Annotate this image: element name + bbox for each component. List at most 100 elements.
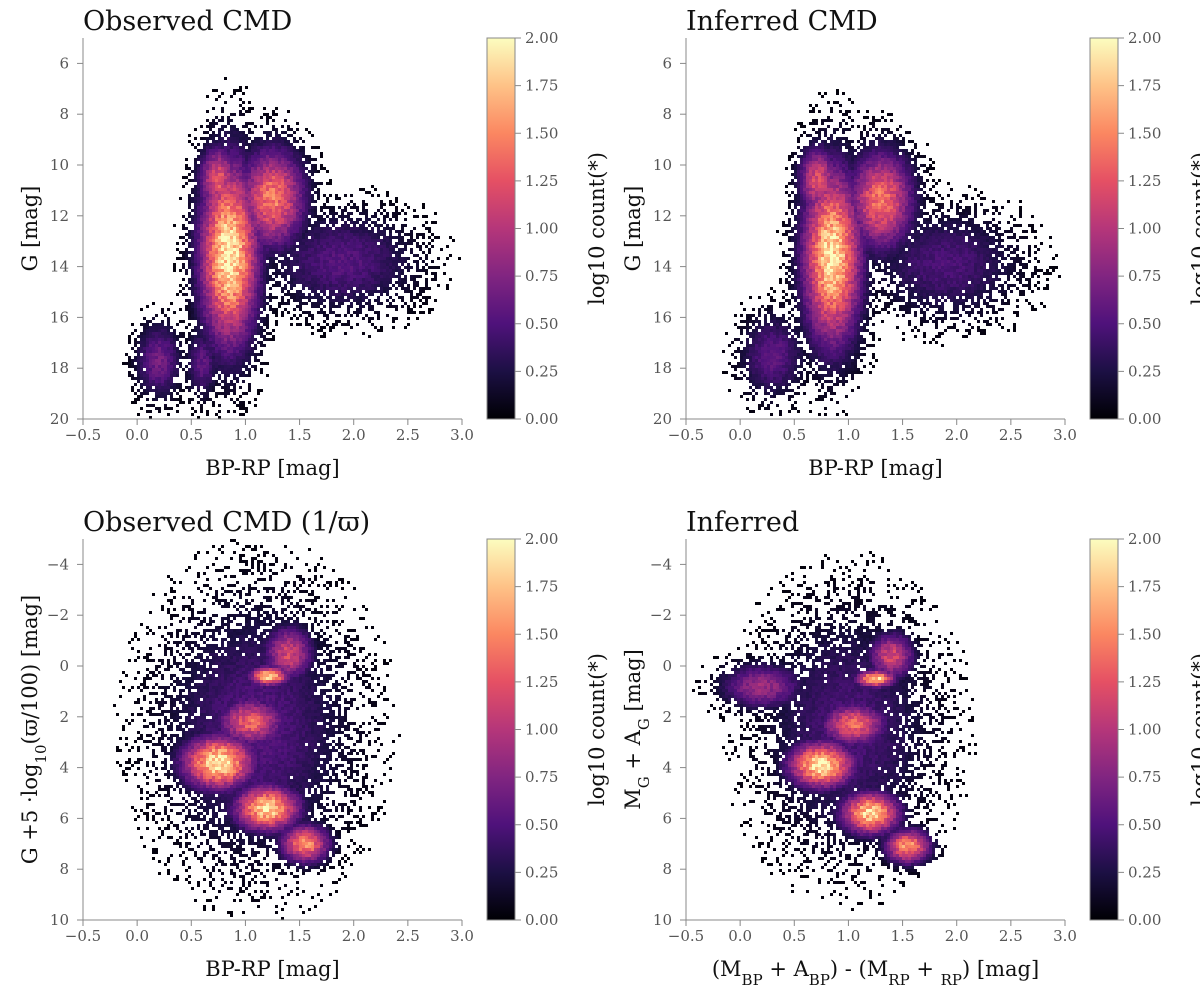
- colorbar-tick-label: 1.00: [525, 220, 558, 238]
- density-cell: [200, 137, 203, 140]
- density-cell: [179, 389, 182, 392]
- density-cell: [311, 212, 314, 215]
- density-cell: [215, 215, 218, 218]
- density-cell: [215, 251, 218, 254]
- density-cell: [290, 164, 293, 167]
- density-cell: [242, 362, 245, 365]
- density-cell: [335, 281, 338, 284]
- density-cell: [347, 266, 350, 269]
- density-cell: [299, 236, 302, 239]
- density-cell: [260, 272, 263, 275]
- density-cell: [200, 311, 203, 314]
- density-cell: [188, 302, 191, 305]
- density-cell: [209, 170, 212, 173]
- density-cell: [404, 290, 407, 293]
- density-cell: [164, 395, 167, 398]
- density-cell: [257, 317, 260, 320]
- density-cell: [251, 188, 254, 191]
- density-cell: [308, 209, 311, 212]
- density-cell: [365, 245, 368, 248]
- density-cell: [269, 164, 272, 167]
- density-cell: [242, 332, 245, 335]
- density-cell: [368, 257, 371, 260]
- density-cell: [215, 281, 218, 284]
- density-cell: [755, 362, 758, 365]
- density-cell: [179, 308, 182, 311]
- density-cell: [197, 296, 200, 299]
- density-cell: [752, 380, 755, 383]
- density-cell: [404, 248, 407, 251]
- density-cell: [254, 263, 257, 266]
- density-cell: [221, 173, 224, 176]
- density-cell: [284, 215, 287, 218]
- density-cell: [272, 221, 275, 224]
- density-cell: [197, 293, 200, 296]
- density-cell: [764, 383, 767, 386]
- density-cell: [179, 341, 182, 344]
- density-cell: [233, 368, 236, 371]
- density-cell: [173, 332, 176, 335]
- density-cell: [287, 221, 290, 224]
- density-cell: [176, 248, 179, 251]
- density-cell: [365, 269, 368, 272]
- density-cell: [281, 311, 284, 314]
- density-cell: [227, 362, 230, 365]
- density-cell: [278, 269, 281, 272]
- density-cell: [257, 239, 260, 242]
- density-cell: [323, 290, 326, 293]
- density-cell: [224, 254, 227, 257]
- density-cell: [212, 281, 215, 284]
- density-cell: [206, 200, 209, 203]
- density-cell: [203, 242, 206, 245]
- density-cell: [230, 194, 233, 197]
- density-cell: [311, 167, 314, 170]
- density-cell: [419, 293, 422, 296]
- density-cell: [197, 347, 200, 350]
- density-cell: [182, 389, 185, 392]
- density-cell: [407, 317, 410, 320]
- density-cell: [176, 350, 179, 353]
- density-cell: [317, 266, 320, 269]
- density-cell: [338, 293, 341, 296]
- density-cell: [206, 176, 209, 179]
- density-cell: [179, 290, 182, 293]
- density-cell: [125, 362, 128, 365]
- density-cell: [248, 206, 251, 209]
- density-cell: [251, 155, 254, 158]
- density-cell: [374, 233, 377, 236]
- density-cell: [272, 230, 275, 233]
- density-cell: [191, 386, 194, 389]
- density-cell: [167, 308, 170, 311]
- density-cell: [281, 203, 284, 206]
- density-cell: [146, 380, 149, 383]
- density-cell: [266, 242, 269, 245]
- density-cell: [347, 251, 350, 254]
- density-cell: [227, 332, 230, 335]
- density-cell: [215, 311, 218, 314]
- density-cell: [311, 248, 314, 251]
- density-cell: [773, 299, 776, 302]
- density-cell: [224, 170, 227, 173]
- density-cell: [245, 164, 248, 167]
- density-cell: [326, 242, 329, 245]
- density-cell: [218, 167, 221, 170]
- density-cell: [260, 125, 263, 128]
- density-cell: [218, 365, 221, 368]
- density-cell: [302, 221, 305, 224]
- density-cell: [200, 383, 203, 386]
- density-cell: [416, 263, 419, 266]
- density-cell: [287, 248, 290, 251]
- density-cell: [269, 179, 272, 182]
- density-cell: [269, 248, 272, 251]
- density-cell: [326, 233, 329, 236]
- density-cell: [395, 305, 398, 308]
- density-cell: [374, 257, 377, 260]
- density-cell: [338, 230, 341, 233]
- density-cell: [341, 290, 344, 293]
- density-cell: [254, 140, 257, 143]
- density-cell: [362, 260, 365, 263]
- density-cell: [260, 353, 263, 356]
- density-cell: [194, 266, 197, 269]
- density-cell: [278, 155, 281, 158]
- density-cell: [209, 221, 212, 224]
